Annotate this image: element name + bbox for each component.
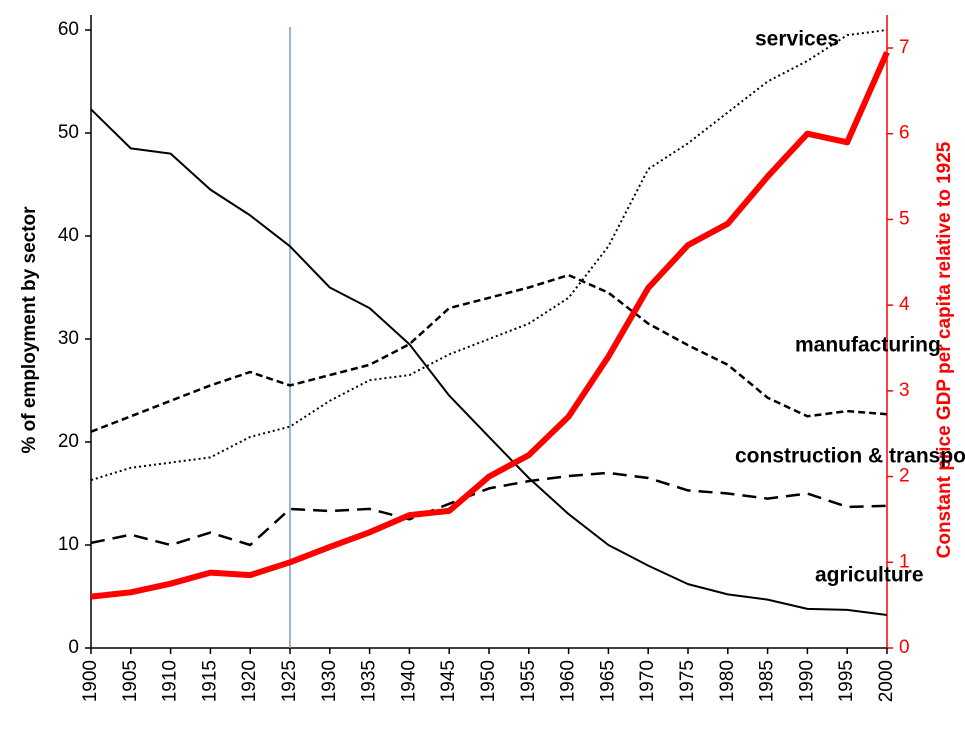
x-tick-label: 1940 [398,660,419,702]
y-tick-label: 10 [58,534,79,555]
x-tick-label: 1900 [80,660,101,702]
y-tick-label: 50 [58,122,79,143]
y-tick-label: 30 [58,328,79,349]
series-label: agriculture [815,564,924,587]
x-tick-label: 1970 [637,660,658,702]
x-tick-label: 1930 [319,660,340,702]
y2-axis-label: Constant price GDP per capita relative t… [934,141,955,558]
x-tick-label: 1925 [279,660,300,702]
y2-tick-label: 0 [899,637,910,658]
x-tick-label: 1985 [757,660,778,702]
series-label: manufacturing [795,334,941,357]
y-tick-label: 60 [58,19,79,40]
x-tick-label: 1995 [836,660,857,702]
y2-tick-label: 1 [899,551,910,572]
y-tick-label: 20 [58,431,79,452]
x-tick-label: 1910 [160,660,181,702]
series-label: construction & transport [735,445,965,468]
series-line [90,273,888,433]
x-tick-label: 1955 [518,660,539,702]
x-tick-label: 2000 [876,660,897,702]
x-tick-label: 1980 [717,660,738,702]
x-tick-label: 1945 [438,660,459,702]
series-line [90,51,890,600]
series-label: services [755,28,839,51]
y2-tick-label: 3 [899,380,910,401]
y2-tick-label: 7 [899,37,910,58]
x-tick-label: 1965 [597,660,618,702]
x-tick-label: 1990 [796,660,817,702]
x-tick-label: 1960 [558,660,579,702]
x-tick-label: 1920 [239,660,260,702]
y2-tick-label: 5 [899,208,910,229]
x-tick-label: 1950 [478,660,499,702]
x-tick-label: 1975 [677,660,698,702]
y2-tick-label: 4 [899,294,910,315]
y-tick-label: 40 [58,225,79,246]
y-axis-label: % of employment by sector [19,206,40,454]
x-tick-label: 1905 [120,660,141,702]
series-line [90,471,888,547]
y2-tick-label: 2 [899,466,910,487]
series-line [90,108,888,616]
x-tick-label: 1935 [359,660,380,702]
y-tick-label: 0 [68,637,79,658]
series-line [90,29,888,482]
x-tick-label: 1915 [199,660,220,702]
y2-tick-label: 6 [899,123,910,144]
